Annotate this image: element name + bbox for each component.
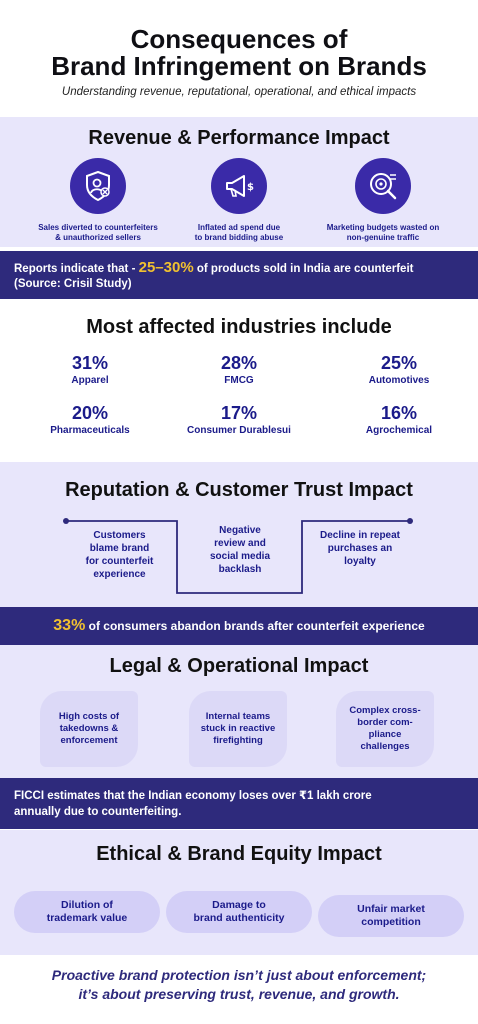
- target-search-icon: [355, 158, 411, 214]
- reputation-connector-line: [63, 518, 413, 594]
- stat-agrochemical: 16% Agrochemical: [365, 403, 433, 436]
- crisil-highlight: 25–30%: [138, 259, 194, 276]
- reputation-section: Reputation & Customer Trust Impact Custo…: [0, 462, 478, 607]
- revenue-caption-3: Marketing budgets wasted on non-genuine …: [326, 223, 440, 242]
- page-title: Consequences of Brand Infringement on Br…: [0, 26, 478, 80]
- reputation-title: Reputation & Customer Trust Impact: [65, 479, 413, 501]
- reputation-item-blame: Customers blame brand for counterfeit ex…: [85, 530, 154, 580]
- ficci-line2: annually due to counterfeiting.: [14, 806, 182, 818]
- ethical-item-dilution: Dilution of trademark value: [14, 891, 160, 933]
- megaphone-dollar-icon: $: [211, 158, 267, 214]
- ethical-item-authenticity: Damage to brand authenticity: [166, 891, 312, 933]
- stat-apparel: 31% Apparel: [71, 353, 109, 386]
- stat-fmcg: 28% FMCG: [220, 353, 258, 386]
- legal-item-firefighting: Internal teams stuck in reactive firefig…: [189, 691, 287, 767]
- ethical-section: Ethical & Brand Equity Impact Dilution o…: [0, 830, 478, 955]
- shield-user-icon: [70, 158, 126, 214]
- abandon-text: of consumers abandon brands after counte…: [85, 619, 425, 633]
- svg-text:$: $: [247, 182, 254, 193]
- revenue-title: Revenue & Performance Impact: [88, 127, 390, 149]
- legal-item-compliance: Complex cross- border com- pliance chall…: [336, 691, 434, 767]
- crisil-source: (Source: Crisil Study): [14, 278, 132, 290]
- page-title-line1: Consequences of: [130, 24, 348, 54]
- reputation-item-reviews: Negative review and social media backlas…: [209, 525, 271, 575]
- footer-line1: Proactive brand protection isn’t just ab…: [51, 967, 427, 983]
- revenue-section: Revenue & Performance Impact $ Sales div…: [0, 117, 478, 247]
- crisil-banner-line: Reports indicate that - 25–30% of produc…: [14, 259, 414, 276]
- reputation-item-loyalty: Decline in repeat purchases an loyalty: [319, 530, 401, 567]
- legal-title: Legal & Operational Impact: [109, 655, 369, 677]
- stat-automotives: 25% Automotives: [368, 353, 430, 386]
- industries-section: Most affected industries include 31% App…: [0, 305, 478, 455]
- footer-line2: it’s about preserving trust, revenue, an…: [78, 986, 400, 1002]
- page-subtitle: Understanding revenue, reputational, ope…: [61, 86, 417, 98]
- legal-item-costs: High costs of takedowns & enforcement: [40, 691, 138, 767]
- footer-tagline: Proactive brand protection isn’t just ab…: [0, 966, 478, 1004]
- ethical-item-competition: Unfair market competition: [318, 895, 464, 937]
- ethical-title: Ethical & Brand Equity Impact: [96, 843, 382, 865]
- legal-section: Legal & Operational Impact High costs of…: [0, 645, 478, 778]
- stat-pharmaceuticals: 20% Pharmaceuticals: [50, 403, 130, 436]
- stat-consumer-durables: 17% Consumer Durablesui: [187, 403, 291, 436]
- revenue-caption-2: Inflated ad spend due to brand bidding a…: [194, 223, 284, 242]
- page-title-line2: Brand Infringement on Brands: [51, 51, 427, 81]
- revenue-caption-1: Sales diverted to counterfeiters & unaut…: [38, 223, 158, 242]
- ficci-line1: FICCI estimates that the Indian economy …: [14, 790, 372, 802]
- crisil-banner: Reports indicate that - 25–30% of produc…: [0, 251, 478, 299]
- industries-title: Most affected industries include: [86, 316, 392, 338]
- ficci-banner: FICCI estimates that the Indian economy …: [0, 778, 478, 829]
- abandon-banner: 33% of consumers abandon brands after co…: [0, 607, 478, 645]
- abandon-highlight: 33%: [53, 617, 86, 634]
